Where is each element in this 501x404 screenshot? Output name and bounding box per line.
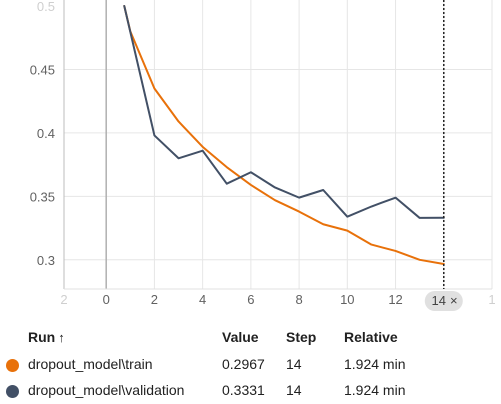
x-tick-label-faded: 2 bbox=[60, 292, 67, 307]
series-line-train bbox=[123, 5, 445, 265]
x-tick-label: 2 bbox=[151, 292, 158, 307]
y-tick-label: 0.3 bbox=[37, 253, 55, 268]
chart-axes bbox=[63, 0, 492, 290]
row-value: 0.3331 bbox=[222, 382, 265, 398]
row-relative: 1.924 min bbox=[344, 356, 406, 372]
header-step: Step bbox=[286, 329, 317, 345]
chart-series bbox=[123, 5, 445, 265]
table-header: Run ↑ Value Step Relative bbox=[0, 326, 501, 352]
x-tick-label: 6 bbox=[247, 292, 254, 307]
x-tick-label: 0 bbox=[103, 292, 110, 307]
x-tick-label-faded: 1 bbox=[488, 292, 495, 307]
row-step: 14 bbox=[286, 382, 302, 398]
row-relative: 1.924 min bbox=[344, 382, 406, 398]
runs-table: Run ↑ Value Step Relative dropout_model\t… bbox=[0, 326, 501, 404]
row-run-name: dropout_model\train bbox=[28, 356, 153, 372]
header-relative: Relative bbox=[344, 329, 398, 345]
header-value: Value bbox=[222, 329, 259, 345]
hover-step-label: 14 bbox=[432, 293, 446, 308]
close-icon: × bbox=[450, 293, 458, 308]
x-tick-label: 8 bbox=[295, 292, 302, 307]
row-value: 0.2967 bbox=[222, 356, 265, 372]
series-color-dot-icon bbox=[6, 385, 19, 398]
x-tick-label: 4 bbox=[199, 292, 206, 307]
y-tick-label: 0.35 bbox=[30, 189, 55, 204]
x-tick-label: 12 bbox=[388, 292, 402, 307]
row-run-name: dropout_model\validation bbox=[28, 382, 185, 398]
row-step: 14 bbox=[286, 356, 302, 372]
chart-tick-labels: 0.3 0.35 0.4 0.45 0.5 0 2 4 6 8 10 12 2 1 bbox=[30, 0, 496, 307]
x-tick-label: 10 bbox=[340, 292, 354, 307]
header-run[interactable]: Run ↑ bbox=[28, 329, 65, 345]
hover-marker[interactable]: 14 × bbox=[424, 0, 463, 311]
line-chart[interactable]: 0.3 0.35 0.4 0.45 0.5 0 2 4 6 8 10 12 2 1 14 × bbox=[0, 0, 501, 320]
sort-ascending-icon[interactable]: ↑ bbox=[58, 330, 65, 345]
series-line-validation bbox=[123, 5, 445, 219]
chart-grid bbox=[64, 0, 493, 289]
y-tick-label-faded: 0.5 bbox=[37, 0, 55, 14]
hover-step-chip bbox=[424, 291, 463, 311]
series-color-dot-icon bbox=[6, 359, 19, 372]
table-row: dropout_model\train 0.2967 14 1.924 min bbox=[0, 352, 501, 378]
y-tick-label: 0.45 bbox=[30, 62, 55, 77]
table-row: dropout_model\validation 0.3331 14 1.924… bbox=[0, 378, 501, 404]
y-tick-label: 0.4 bbox=[37, 126, 55, 141]
